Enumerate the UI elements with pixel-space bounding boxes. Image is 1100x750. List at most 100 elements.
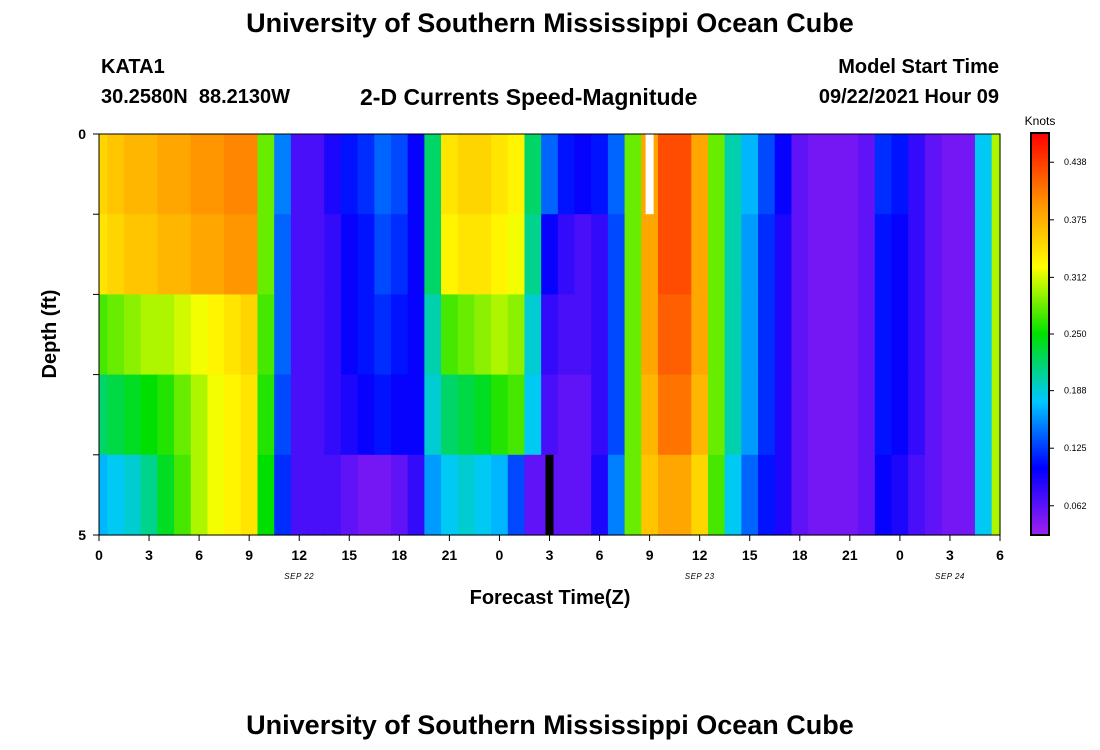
x-tick-label: 3 — [946, 547, 954, 563]
heatmap-cell — [274, 374, 292, 456]
heatmap-cell — [374, 454, 392, 536]
heatmap-cell — [107, 294, 125, 376]
heatmap-cell — [974, 214, 993, 295]
heatmap-cell — [557, 134, 576, 215]
heatmap-cell — [974, 374, 993, 456]
heatmap-cell — [741, 294, 759, 376]
heatmap-cell — [99, 294, 108, 376]
chart-title: 2-D Currents Speed-Magnitude — [360, 84, 698, 110]
heatmap-cell — [758, 214, 776, 295]
heatmap-cell — [791, 294, 809, 376]
heatmap-cell — [774, 294, 793, 376]
heatmap-cell — [340, 454, 359, 536]
heatmap-cell — [824, 294, 843, 376]
heatmap-cell — [224, 294, 242, 376]
heatmap-cell — [991, 454, 1001, 536]
heatmap-cell — [708, 294, 726, 376]
heatmap-cell — [808, 454, 826, 536]
heatmap-cell — [724, 454, 742, 536]
heatmap-cell — [290, 374, 309, 456]
heatmap-cell — [324, 134, 342, 215]
heatmap-cell — [507, 214, 526, 295]
heatmap-cell — [858, 214, 876, 295]
x-tick-label: 15 — [341, 547, 357, 563]
heatmap-cell — [641, 214, 659, 295]
heatmap-cell — [124, 214, 142, 295]
heatmap-cell — [607, 134, 626, 215]
heatmap-cell — [290, 454, 309, 536]
heatmap-cell — [741, 454, 759, 536]
heatmap-cell — [524, 214, 542, 295]
heatmap-cell — [474, 294, 492, 376]
heatmap-cell — [691, 454, 709, 536]
heatmap-cell — [257, 374, 275, 456]
heatmap-cell — [941, 454, 959, 536]
heatmap-cell — [224, 214, 242, 295]
heatmap-cell — [274, 454, 292, 536]
heatmap-cell — [190, 454, 209, 536]
heatmap-cell — [808, 134, 826, 215]
heatmap-cell — [841, 214, 859, 295]
heatmap-cell — [708, 374, 726, 456]
heatmap-cell — [724, 294, 742, 376]
heatmap-cell — [691, 294, 709, 376]
heatmap-cell — [674, 134, 692, 215]
heatmap-cell — [874, 374, 893, 456]
heatmap-cell — [491, 134, 509, 215]
heatmap-cell — [891, 374, 909, 456]
heatmap-cell — [641, 294, 659, 376]
heatmap-cell — [557, 214, 576, 295]
heatmap-cell — [607, 294, 626, 376]
heatmap-cell — [774, 454, 793, 536]
heatmap-cell — [140, 294, 158, 376]
x-tick-label: 15 — [742, 547, 758, 563]
heatmap-cell — [791, 454, 809, 536]
heatmap-cell — [240, 374, 259, 456]
heatmap-cell — [924, 454, 943, 536]
heatmap-cell — [441, 454, 459, 536]
colorbar-tick-label: 0.438 — [1064, 157, 1087, 167]
heatmap-cell — [974, 454, 993, 536]
heatmap-cell — [574, 454, 592, 536]
heatmap-cell — [874, 214, 893, 295]
heatmap-cell — [491, 214, 509, 295]
heatmap-cell — [257, 134, 275, 215]
heatmap-cell — [924, 294, 943, 376]
heatmap-cell — [190, 214, 209, 295]
heatmap-cell — [624, 454, 642, 536]
heatmap-cell — [274, 214, 292, 295]
heatmap-cell — [841, 454, 859, 536]
heatmap-cell — [441, 134, 459, 215]
heatmap-cell — [891, 294, 909, 376]
heatmap-cell — [474, 134, 492, 215]
heatmap-cell — [891, 454, 909, 536]
heatmap-cell — [691, 134, 709, 215]
heatmap-cell — [874, 454, 893, 536]
heatmap-cell — [541, 374, 559, 456]
heatmap-cell — [107, 134, 125, 215]
station-id: KATA1 — [101, 56, 165, 78]
heatmap-cell — [157, 214, 175, 295]
heatmap-cell — [824, 374, 843, 456]
x-tick-label: 12 — [692, 547, 708, 563]
heatmap-cell — [991, 134, 1001, 215]
heatmap-cell — [941, 374, 959, 456]
heatmap-cell — [974, 294, 993, 376]
heatmap-cell — [290, 214, 309, 295]
footer-title: University of Southern Mississippi Ocean… — [246, 710, 854, 740]
heatmap-cell — [424, 214, 442, 295]
y-axis: 05 — [78, 126, 99, 543]
colorbar-tick-label: 0.375 — [1064, 215, 1087, 225]
colorbar: Knots 0.062 0.125 0.188 0.250 0.312 0.375 0.438 — [1025, 114, 1087, 536]
model-start-time: 09/22/2021 Hour 09 — [818, 86, 999, 108]
heatmap-cell — [224, 374, 242, 456]
colorbar-tick-label: 0.062 — [1064, 501, 1087, 511]
model-start-label: Model Start Time — [838, 56, 999, 78]
current-time-marker — [545, 454, 554, 535]
model-start-marker — [645, 134, 654, 215]
heatmap-cell — [808, 294, 826, 376]
heatmap-cell — [591, 454, 609, 536]
heatmap-cell — [524, 294, 542, 376]
heatmap-cell — [99, 454, 108, 536]
heatmap-cell — [824, 214, 843, 295]
